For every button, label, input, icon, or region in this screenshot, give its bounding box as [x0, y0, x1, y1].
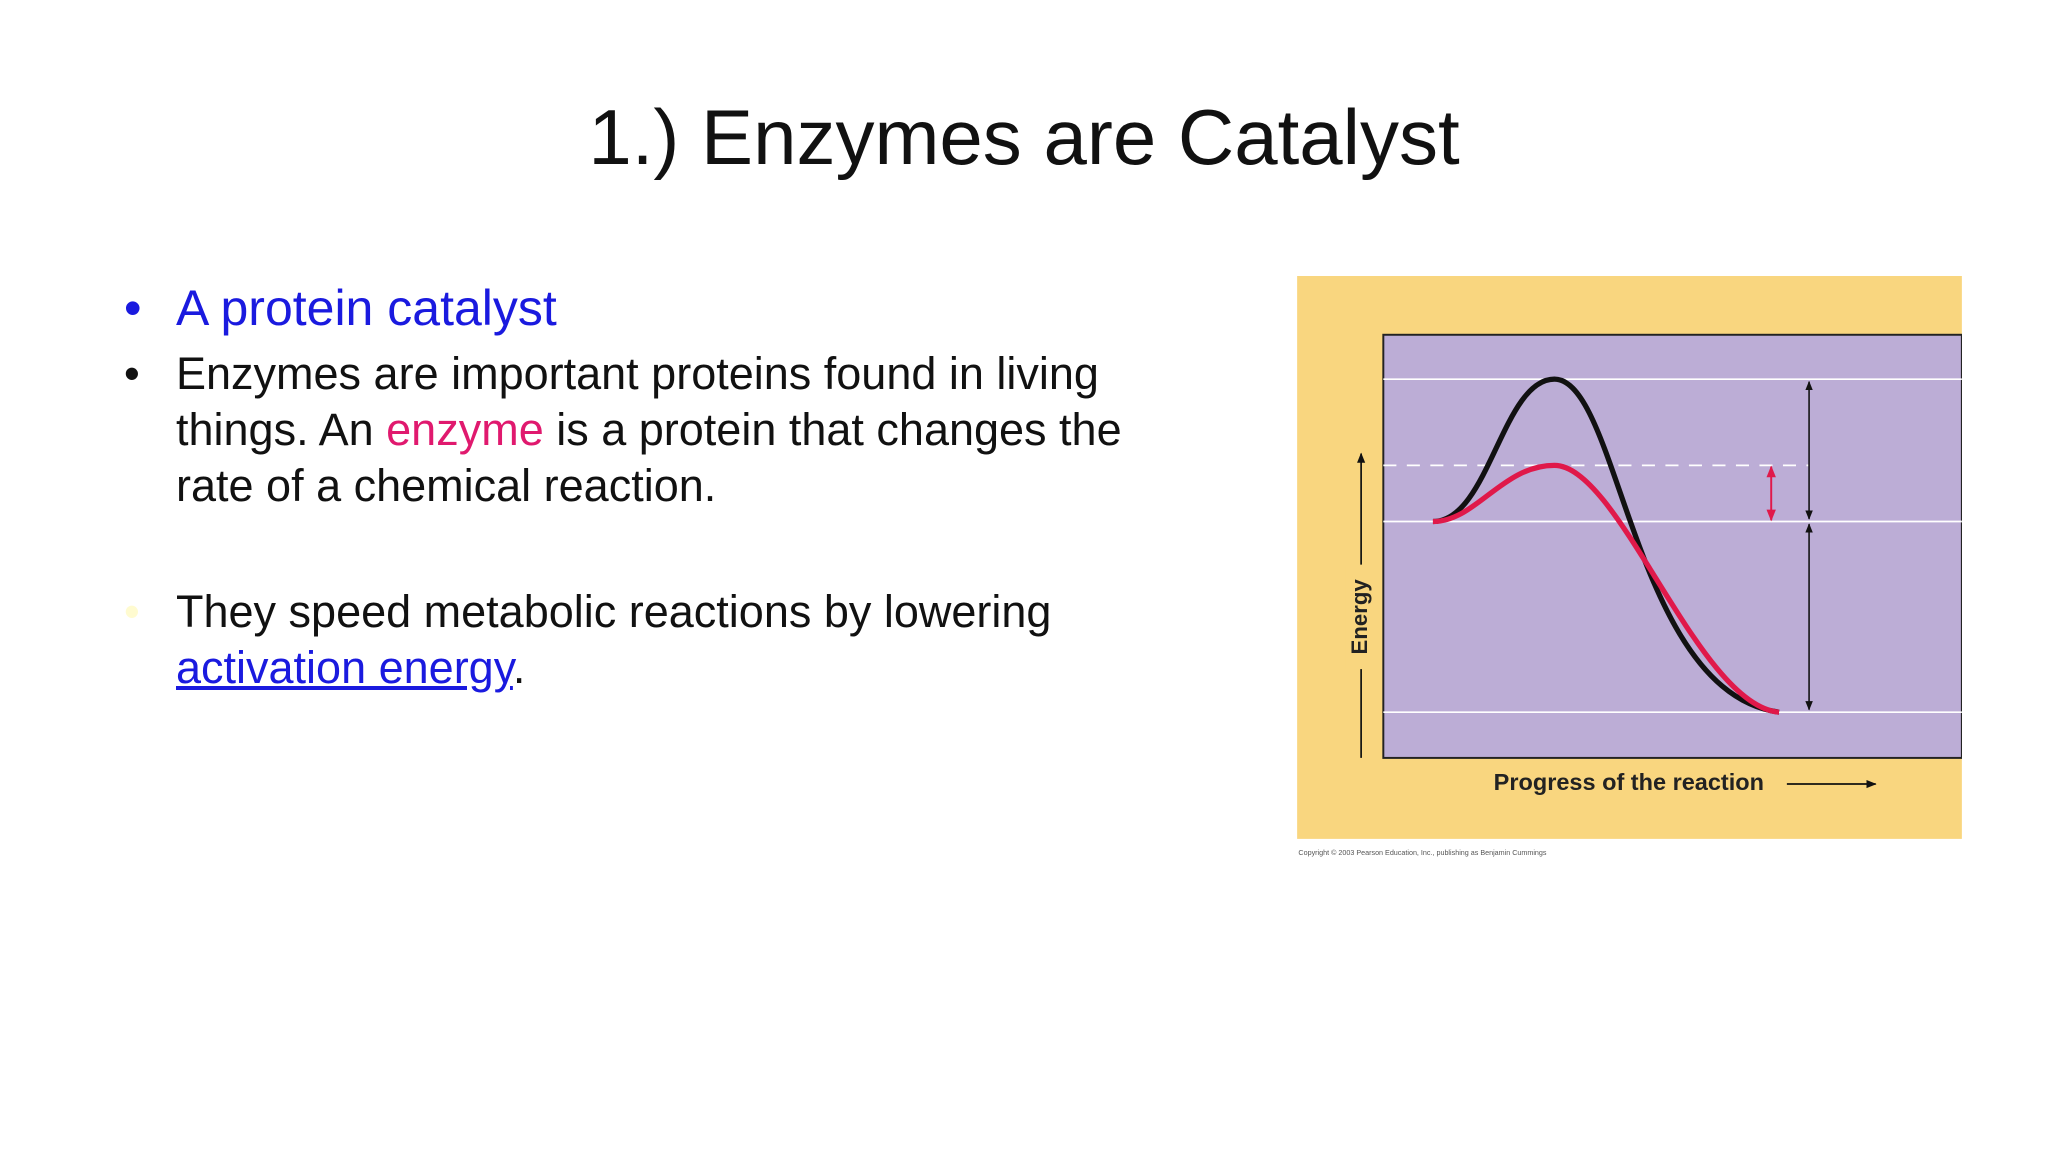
figure-credit: Copyright © 2003 Pearson Education, Inc.… — [1298, 849, 1546, 857]
bullet-list: A protein catalyst Enzymes are important… — [124, 276, 1186, 702]
plot-area — [1382, 333, 1962, 759]
bullet-text: . — [512, 642, 526, 693]
link[interactable]: activation energy — [176, 642, 513, 693]
uncatalyzed-curve — [1432, 376, 1780, 715]
slide-title: 1.) Enzymes are Catalyst — [588, 93, 1460, 181]
guide-lines — [1383, 378, 1962, 714]
x-axis-label: Progress of the reaction — [1494, 769, 1764, 795]
bullet-text: A protein catalyst — [176, 280, 557, 336]
bullet-text: is a protein that changes the rate of a … — [176, 404, 1122, 511]
catalyzed-curve — [1432, 462, 1780, 715]
bullet: They speed metabolic reactions by loweri… — [124, 584, 1186, 696]
bullet-text: Enzymes are important proteins found in … — [176, 348, 1099, 455]
y-axis-label: Energy — [1347, 579, 1372, 655]
energy-diagram: Energy Progress of the reaction Copyrigh… — [1297, 276, 1962, 857]
bullet: Enzymes are important proteins found in … — [124, 346, 1186, 514]
bullet-text: They speed metabolic reactions by loweri… — [176, 586, 1052, 637]
bullet: A protein catalyst — [124, 276, 1186, 340]
highlight-term: enzyme — [386, 404, 544, 455]
label-backing — [1345, 564, 1377, 670]
